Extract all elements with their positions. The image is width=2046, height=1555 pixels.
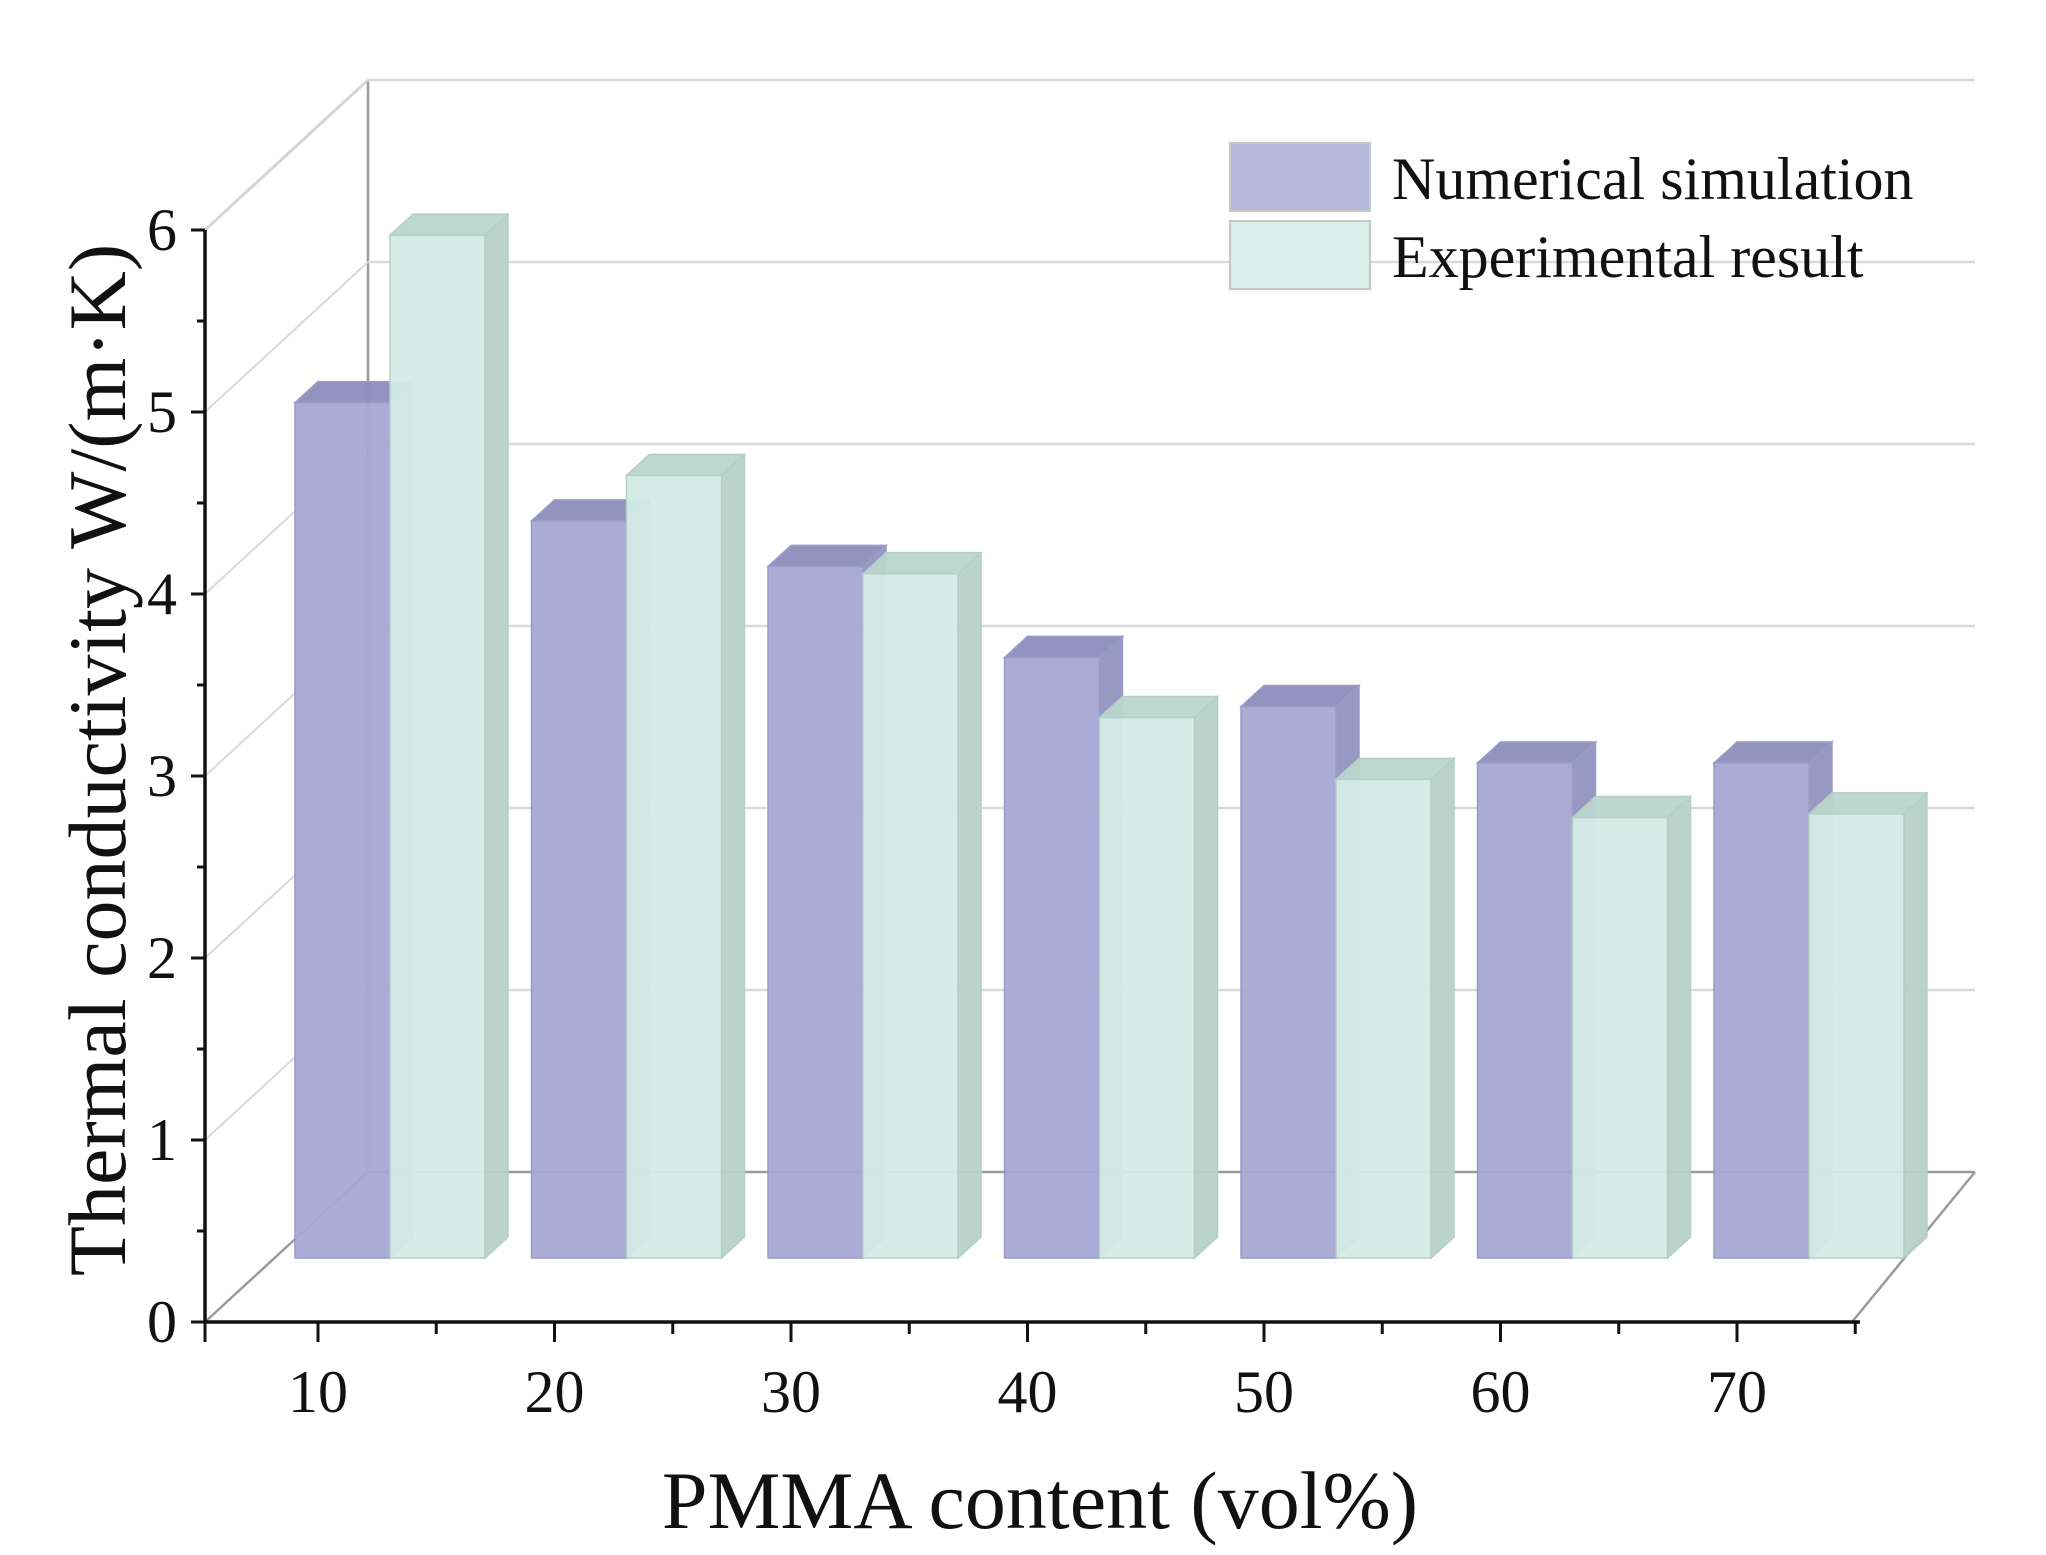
y-tick-label: 2 <box>147 925 177 991</box>
axes-layer <box>191 228 1860 1342</box>
bar-experimental <box>1097 694 1220 1260</box>
bar-experimental <box>1807 791 1929 1260</box>
y-tick-label: 0 <box>147 1289 177 1355</box>
x-tick-label: 40 <box>998 1359 1058 1425</box>
bar-experimental <box>388 212 510 1260</box>
y-tick-label: 1 <box>147 1107 177 1173</box>
tick-labels-layer: 0 1 2 3 4 5 6 10 20 30 40 50 60 70 <box>147 197 1767 1425</box>
bars-layer <box>293 212 1929 1260</box>
legend-swatch-experimental <box>1229 220 1371 290</box>
x-tick-label: 70 <box>1707 1359 1767 1425</box>
x-axis-title: PMMA content (vol%) <box>662 1455 1418 1546</box>
y-tick-label: 6 <box>147 197 177 263</box>
x-tick-label: 20 <box>525 1359 585 1425</box>
legend-label-numerical: Numerical simulation <box>1392 146 1914 212</box>
side-gridline <box>204 79 369 231</box>
x-tick-label: 10 <box>288 1359 348 1425</box>
bar-experimental <box>1570 794 1693 1260</box>
legend: Numerical simulation Experimental result <box>1229 142 1914 290</box>
y-tick-label: 3 <box>147 743 177 809</box>
y-axis-title: Thermal conductivity W/(m·K) <box>52 244 143 1276</box>
bar-experimental <box>861 550 983 1260</box>
x-tick-label: 50 <box>1234 1359 1294 1425</box>
legend-swatch-numerical <box>1229 142 1371 212</box>
bar-experimental <box>1334 756 1456 1260</box>
x-tick-label: 30 <box>761 1359 821 1425</box>
x-tick-label: 60 <box>1471 1359 1531 1425</box>
side-gridline <box>204 261 369 413</box>
bar-experimental <box>624 452 747 1260</box>
y-tick-label: 5 <box>147 379 177 445</box>
y-tick-label: 4 <box>147 561 177 627</box>
legend-label-experimental: Experimental result <box>1392 224 1864 290</box>
